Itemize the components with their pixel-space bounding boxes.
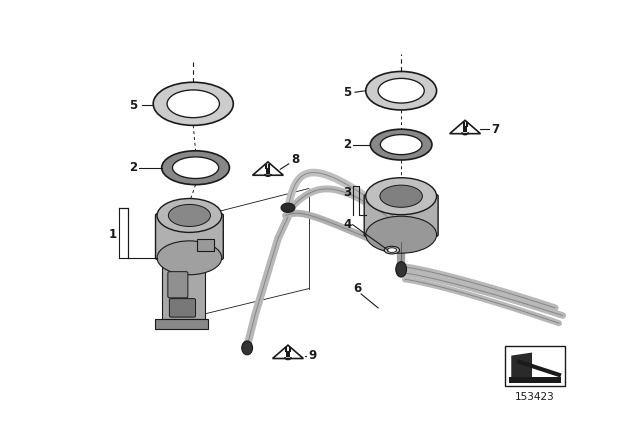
Text: 9: 9 [308,349,317,362]
Ellipse shape [157,198,221,233]
Ellipse shape [172,157,219,178]
Ellipse shape [365,216,436,253]
Polygon shape [273,345,303,358]
Text: 6: 6 [353,282,362,295]
FancyBboxPatch shape [170,299,196,317]
Text: 153423: 153423 [515,392,555,402]
FancyBboxPatch shape [364,195,438,236]
Ellipse shape [384,246,399,254]
FancyBboxPatch shape [168,271,188,298]
Ellipse shape [396,262,406,277]
Bar [463,126,467,132]
Bar [505,346,565,386]
Text: 2: 2 [129,161,138,174]
Ellipse shape [242,341,253,355]
Polygon shape [450,121,481,134]
Text: 8: 8 [291,153,300,166]
Polygon shape [511,353,532,377]
Ellipse shape [378,78,424,103]
Text: 2: 2 [344,138,351,151]
Bar [285,351,291,357]
Text: 3: 3 [344,186,351,199]
Ellipse shape [167,90,220,118]
Bar [266,168,270,174]
Text: 5: 5 [129,99,138,112]
Ellipse shape [387,248,397,252]
Ellipse shape [281,203,295,212]
Text: 5: 5 [344,86,351,99]
Ellipse shape [157,241,221,275]
Ellipse shape [162,151,230,185]
Ellipse shape [168,204,211,227]
Text: 4: 4 [344,218,351,231]
Ellipse shape [380,185,422,207]
Text: 1: 1 [109,228,116,241]
Ellipse shape [371,129,432,160]
Polygon shape [253,162,284,175]
FancyBboxPatch shape [156,214,223,259]
Text: 7: 7 [492,123,499,136]
FancyBboxPatch shape [163,266,205,319]
Ellipse shape [365,178,436,215]
Polygon shape [155,319,208,329]
Ellipse shape [380,134,422,155]
Bar [509,377,561,383]
Ellipse shape [365,72,436,110]
Ellipse shape [153,82,234,125]
Bar [197,238,214,251]
